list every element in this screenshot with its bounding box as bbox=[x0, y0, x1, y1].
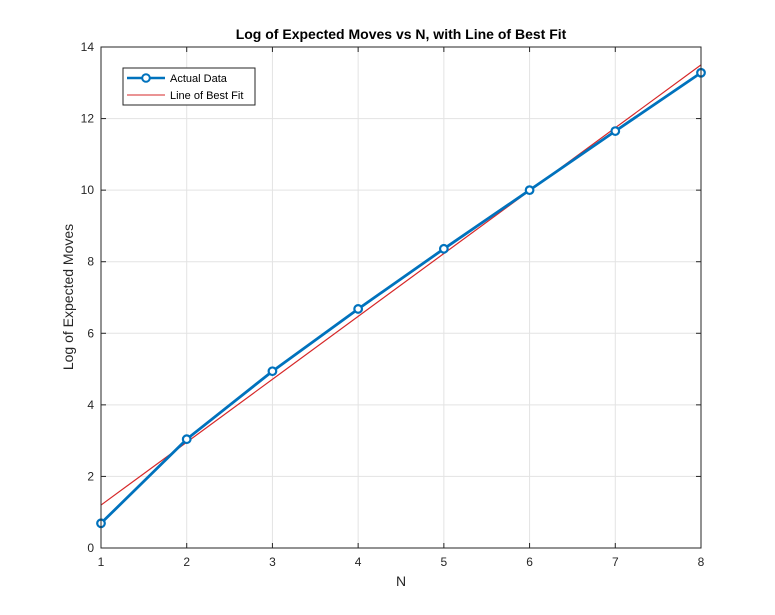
x-tick-label: 2 bbox=[183, 555, 190, 569]
chart-title: Log of Expected Moves vs N, with Line of… bbox=[236, 26, 567, 42]
legend-marker-actual-data bbox=[141, 73, 151, 83]
x-axis-ticks: 1 2 3 4 5 6 7 8 bbox=[98, 47, 705, 569]
y-tick-label: 0 bbox=[87, 541, 94, 555]
x-tick-label: 1 bbox=[98, 555, 105, 569]
y-tick-label: 4 bbox=[87, 398, 94, 412]
y-tick-label: 2 bbox=[87, 469, 94, 483]
y-tick-label: 8 bbox=[87, 255, 94, 269]
series-layer bbox=[96, 64, 706, 529]
x-tick-label: 4 bbox=[355, 555, 362, 569]
legend: Actual Data Line of Best Fit bbox=[122, 67, 256, 106]
y-tick-label: 10 bbox=[81, 183, 95, 197]
data-point-actual-data bbox=[181, 434, 192, 445]
y-tick-label: 14 bbox=[81, 40, 95, 54]
x-tick-label: 3 bbox=[269, 555, 276, 569]
legend-label-actual-data: Actual Data bbox=[170, 73, 228, 85]
data-point-actual-data bbox=[438, 243, 449, 254]
data-point-actual-data bbox=[524, 185, 535, 196]
y-axis-ticks: 0 2 4 6 8 10 12 14 bbox=[81, 40, 701, 555]
x-gridlines bbox=[186, 47, 616, 548]
plot-area bbox=[101, 47, 701, 548]
data-point-actual-data bbox=[610, 126, 621, 136]
x-axis-label: N bbox=[396, 573, 406, 589]
x-tick-label: 7 bbox=[612, 555, 619, 569]
y-tick-label: 12 bbox=[81, 112, 95, 126]
y-tick-label: 6 bbox=[87, 326, 94, 340]
series-line-actual-data bbox=[100, 71, 702, 525]
data-point-actual-data bbox=[267, 366, 278, 377]
series-line-line-of-best-fit bbox=[100, 64, 702, 506]
data-point-actual-data bbox=[353, 304, 364, 314]
y-gridlines bbox=[101, 118, 701, 477]
plot-border bbox=[100, 46, 702, 549]
legend-label-line-of-best-fit: Line of Best Fit bbox=[170, 90, 243, 102]
x-tick-label: 8 bbox=[698, 555, 705, 569]
x-tick-label: 5 bbox=[441, 555, 448, 569]
y-axis-label: Log of Expected Moves bbox=[60, 224, 76, 370]
x-tick-label: 6 bbox=[526, 555, 533, 569]
